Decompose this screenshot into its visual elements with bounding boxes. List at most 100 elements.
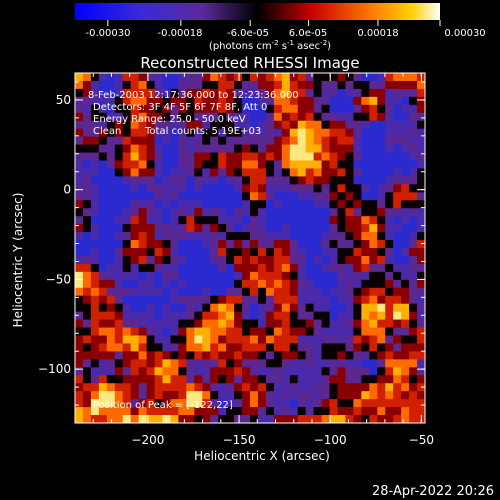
heatmap-cell [234, 351, 243, 360]
heatmap-cell [385, 343, 394, 353]
heatmap-cell [242, 343, 251, 353]
heatmap-cell [154, 240, 164, 249]
heatmap-cell [234, 176, 243, 185]
heatmap-cell [130, 136, 140, 146]
heatmap-cell [337, 200, 347, 209]
heatmap-cell [337, 375, 347, 384]
heatmap-cell [122, 248, 132, 257]
heatmap-cell [186, 136, 195, 146]
heatmap-cell [417, 327, 425, 337]
heatmap-cell [154, 343, 164, 353]
heatmap-cell [337, 96, 347, 106]
heatmap-cell [130, 319, 140, 329]
heatmap-cell [409, 391, 418, 400]
heatmap-cell [75, 168, 84, 178]
heatmap-cell [345, 399, 355, 408]
heatmap-cell [186, 192, 195, 201]
heatmap-cell [393, 319, 402, 329]
heatmap-cell [210, 73, 219, 82]
heatmap-cell [146, 96, 156, 106]
heatmap-cell [130, 295, 140, 305]
heatmap-cell [337, 383, 347, 392]
heatmap-cell [242, 271, 251, 281]
heatmap-cell [305, 287, 315, 297]
heatmap-cell [353, 120, 362, 130]
heatmap-cell [401, 279, 410, 289]
heatmap-cell [242, 96, 251, 106]
heatmap-cell [329, 216, 339, 225]
heatmap-cell [393, 303, 402, 313]
heatmap-cell [281, 184, 291, 193]
heatmap-cell [186, 311, 195, 321]
heatmap-cell [130, 415, 140, 423]
heatmap-cell [210, 248, 219, 257]
heatmap-cell [313, 303, 323, 313]
heatmap-cell [90, 120, 100, 130]
heatmap-cell [106, 192, 116, 201]
heatmap-cell [146, 192, 156, 201]
heatmap-cell [90, 112, 100, 122]
heatmap-cell [393, 295, 402, 305]
heatmap-cell [401, 88, 410, 98]
heatmap-cell [257, 255, 267, 265]
heatmap-cell [329, 104, 339, 114]
heatmap-cell [242, 399, 251, 408]
heatmap-cell [178, 367, 187, 376]
heatmap-cell [98, 407, 108, 416]
heatmap-cell [98, 144, 108, 154]
heatmap-cell [353, 240, 362, 249]
heatmap-cell [202, 152, 211, 162]
heatmap-cell [138, 287, 148, 297]
heatmap-cell [281, 287, 291, 297]
heatmap-cell [210, 287, 219, 297]
heatmap-cell [250, 335, 259, 345]
heatmap-cell [265, 271, 275, 281]
heatmap-cell [377, 152, 386, 162]
heatmap-cell [178, 152, 187, 162]
heatmap-cell [122, 112, 132, 122]
heatmap-cell [218, 216, 227, 225]
heatmap-cell [146, 351, 156, 360]
heatmap-cell [226, 144, 235, 154]
heatmap-cell [409, 343, 418, 353]
heatmap-cell [242, 200, 251, 209]
heatmap-cell [353, 208, 362, 217]
heatmap-cell [90, 200, 100, 209]
heatmap-cell [226, 128, 235, 138]
heatmap-cell [377, 391, 386, 400]
heatmap-cell [385, 391, 394, 400]
heatmap-cell [90, 104, 100, 114]
heatmap-cell [98, 367, 108, 376]
heatmap-cell [194, 303, 203, 313]
heatmap-cell [321, 359, 331, 368]
colorbar-tick-label-2: -6.0e-05 [227, 28, 269, 39]
heatmap-cell [385, 327, 394, 337]
heatmap-cell [409, 248, 418, 257]
heatmap-cell [281, 232, 291, 241]
heatmap-cell [289, 311, 299, 321]
heatmap-cell [329, 271, 339, 281]
heatmap-cell [377, 192, 386, 201]
heatmap-cell [353, 319, 362, 329]
heatmap-cell [234, 319, 243, 329]
heatmap-cell [146, 144, 156, 154]
heatmap-cell [305, 88, 315, 98]
heatmap-cell [162, 279, 172, 289]
heatmap-cell [242, 303, 251, 313]
heatmap-cell [385, 128, 394, 138]
heatmap-cell [218, 367, 227, 376]
heatmap-cell [234, 303, 243, 313]
heatmap-cell [417, 263, 425, 273]
heatmap-cell [369, 359, 378, 368]
heatmap-cell [90, 144, 100, 154]
heatmap-cell [90, 271, 100, 281]
heatmap-cell [257, 263, 267, 273]
heatmap-cell [329, 168, 339, 178]
heatmap-cell [250, 263, 259, 273]
heatmap-cell [114, 399, 124, 408]
heatmap-cell [257, 375, 267, 384]
heatmap-cell [393, 343, 402, 353]
heatmap-cell [377, 200, 386, 209]
heatmap-cell [242, 232, 251, 241]
heatmap-cell [178, 279, 187, 289]
